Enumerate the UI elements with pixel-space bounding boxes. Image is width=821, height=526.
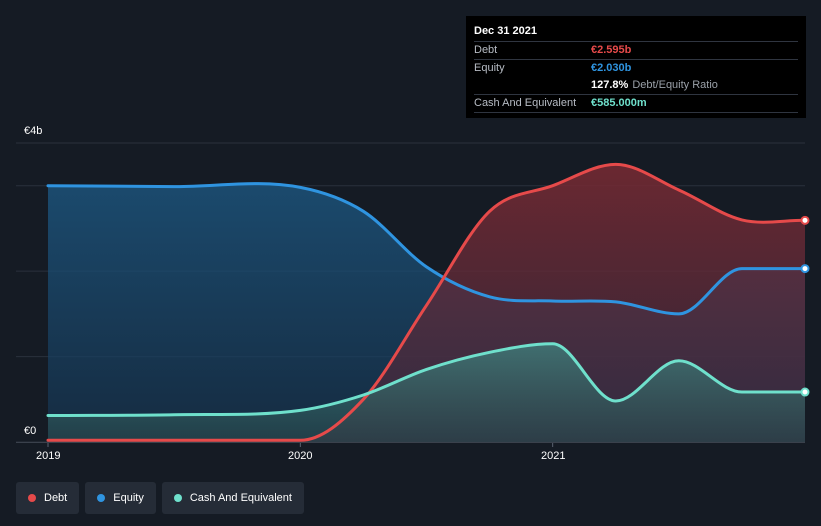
tooltip-cash-label: Cash And Equivalent [474,97,577,109]
tooltip-row-equity: Equity €2.030b [474,59,798,77]
line-cash [46,342,807,417]
tooltip-equity-label: Equity [474,62,505,74]
tooltip-row-cash: Cash And Equivalent €585.000m [474,94,798,113]
end-marker-debt [800,215,810,225]
legend-item-equity[interactable]: Equity [85,482,156,514]
end-marker-cash [800,387,810,397]
legend-item-debt[interactable]: Debt [16,482,80,514]
area-cash [48,343,805,442]
line-equity [46,182,807,316]
legend-dot-equity-icon [97,494,106,502]
line-debt [46,162,807,442]
x-tick-label-2021: 2021 [541,450,566,462]
y-tick-label-zero: €0 [24,425,37,437]
legend-label-equity: Equity [113,492,144,504]
area-debt [48,164,805,442]
legend-item-cash[interactable]: Cash And Equivalent [161,482,304,514]
tooltip-date: Dec 31 2021 [474,25,537,37]
legend: Debt Equity Cash And Equivalent [16,482,304,514]
x-tick-label-2019: 2019 [36,450,61,462]
x-tick-label-2020: 2020 [288,450,313,462]
legend-dot-debt-icon [28,494,36,502]
legend-dot-cash-icon [173,494,182,502]
legend-label-cash: Cash And Equivalent [189,492,292,504]
tooltip-row-debt: Debt €2.595b [474,41,798,59]
end-marker-equity [800,264,810,274]
y-tick-label-top: €4b [24,125,43,137]
tooltip-ratio-value: 127.8% [591,79,629,91]
tooltip-debt-value: €2.595b [591,44,632,56]
tooltip-panel: Dec 31 2021 Debt €2.595b Equity €2.030b … [466,16,806,118]
tooltip-equity-value: €2.030b [591,62,632,74]
tooltip-cash-value: €585.000m [591,97,647,109]
tooltip-row-ratio: 127.8% Debt/Equity Ratio [474,77,798,94]
tooltip-ratio-label: Debt/Equity Ratio [632,79,718,91]
tooltip-debt-label: Debt [474,44,498,56]
legend-label-debt: Debt [44,492,68,504]
